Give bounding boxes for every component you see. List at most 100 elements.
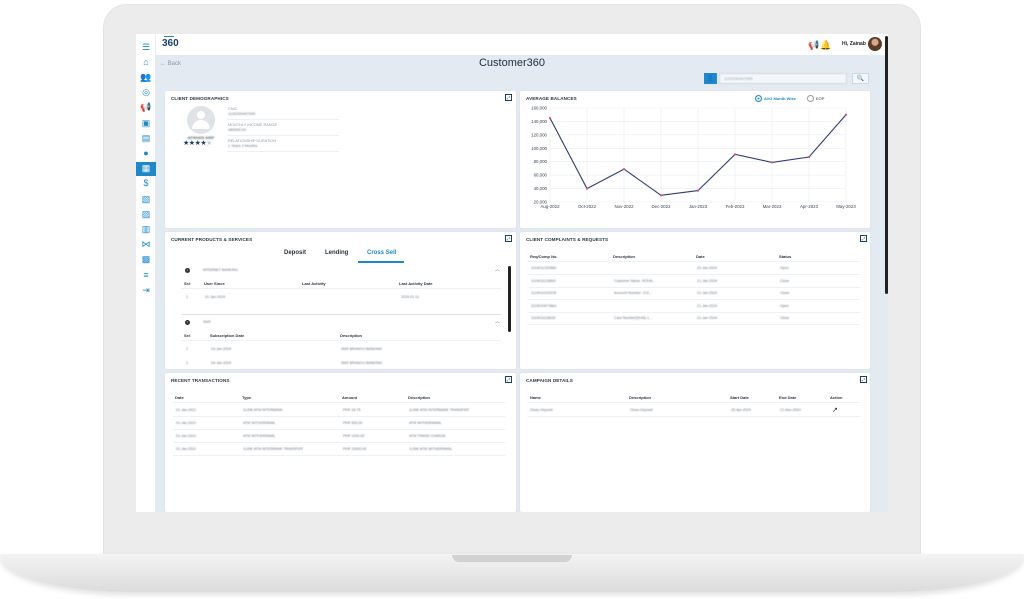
table-cell: 1119011322884	[531, 266, 557, 270]
data-point	[585, 187, 589, 190]
x-tick-label: Aug-2022	[540, 204, 560, 209]
tab-lending[interactable]: Lending	[325, 250, 349, 256]
file-icon[interactable]: ▧	[141, 193, 151, 204]
table-row-divider	[173, 416, 505, 417]
star-icon: ★	[188, 140, 195, 147]
user-greeting[interactable]: Hi, Zainab	[842, 41, 866, 47]
location-icon[interactable]: ●	[143, 147, 149, 158]
table-row-divider	[528, 274, 860, 275]
tab-cross-sell[interactable]: Cross Sell	[367, 250, 397, 256]
top-bar: 360 📢 🔔 Hi, Zainab	[156, 34, 888, 56]
column-header: Sr#	[184, 333, 191, 338]
table-cell: PKR 18.75	[343, 408, 361, 412]
star-icon: ★	[194, 140, 201, 147]
expand-icon[interactable]: ⤢	[860, 376, 867, 383]
notification-bell-icon[interactable]: 🔔	[820, 40, 832, 50]
divider	[173, 402, 505, 403]
table-cell: 1LINK ATM INTERBANK TRANSFER	[409, 408, 469, 412]
y-tick-label: 20,000	[534, 200, 548, 205]
customer-search-input[interactable]	[719, 73, 847, 84]
eop-label[interactable]: EOP	[816, 96, 825, 101]
table-cell: 1LINK ATM INTERBANK TRANSFER	[243, 447, 303, 451]
table-cell: 2024-01-11	[401, 295, 420, 299]
table-cell: Close	[780, 291, 790, 295]
collapse-icon[interactable]: ︿	[495, 267, 501, 273]
user-avatar[interactable]	[868, 37, 882, 51]
income-label: MONTHLY INCOME RANGE	[228, 123, 278, 127]
search-icon: 🔍	[856, 76, 865, 82]
cnic-value: 1120200497005	[228, 112, 256, 116]
data-point	[659, 194, 663, 197]
data-point	[807, 155, 811, 159]
column-header: Last Activity Date	[399, 281, 433, 286]
recent-transactions-card: RECENT TRANSACTIONS ⤢ Date Type Amount D…	[165, 373, 516, 512]
cnic-label: CNIC	[228, 107, 238, 111]
table-cell: 1	[186, 347, 188, 351]
products-scrollbar[interactable]	[508, 266, 511, 332]
duration-label: RELATIONSHIP DURATION	[228, 139, 277, 143]
folder-icon[interactable]: ▩	[141, 254, 151, 265]
home-icon[interactable]: ⌂	[143, 56, 149, 67]
reports-icon[interactable]: ▥	[141, 223, 151, 234]
table-cell: Oluso Deposit	[630, 408, 653, 412]
column-header: Date	[696, 254, 705, 259]
table-cell: Close	[780, 278, 790, 283]
table-cell: Oluso Deposit	[530, 408, 553, 412]
avg-month-wise-label[interactable]: AVG Month Wise	[764, 96, 796, 101]
x-tick-label: May-2023	[836, 204, 856, 209]
divider	[528, 402, 860, 403]
table-cell: Close	[780, 316, 790, 320]
duration-value: 1 Years 2 Months	[228, 144, 258, 148]
client-name: AFSHAN ARIF	[187, 135, 215, 140]
table-cell: 1119010973661	[531, 303, 557, 308]
globe-icon[interactable]: ◎	[142, 87, 150, 98]
table-cell: 20-Apr-2024	[731, 408, 751, 412]
expand-icon[interactable]: ⤢	[505, 376, 512, 383]
column-header: Start Date	[730, 395, 749, 400]
logout-icon[interactable]: ⇥	[142, 284, 150, 295]
dashboard-icon[interactable]: ☰	[141, 41, 151, 52]
collapse-icon[interactable]: ︿	[495, 319, 501, 325]
table-cell: 01-Jan-2021	[176, 434, 197, 438]
divider	[181, 288, 501, 289]
users-icon[interactable]: 👥	[140, 71, 152, 82]
column-header: Description	[408, 395, 431, 400]
search-button[interactable]: 🔍	[852, 73, 869, 84]
back-link[interactable]: ← Back	[160, 61, 182, 67]
tab-deposit[interactable]: Deposit	[284, 250, 307, 256]
avg-month-wise-radio[interactable]	[755, 95, 762, 102]
eop-radio[interactable]	[807, 95, 814, 102]
app-logo[interactable]: 360	[162, 38, 179, 49]
rating-stars: ★★★★★	[183, 140, 212, 147]
data-point	[733, 153, 737, 156]
announcements-icon[interactable]: 📢	[808, 40, 820, 50]
table-cell: 21-Jan-2024	[697, 291, 718, 295]
network-icon[interactable]: ⋈	[141, 239, 151, 250]
expand-icon[interactable]: ⤢	[860, 235, 867, 242]
money-icon[interactable]: $	[143, 178, 149, 189]
page-scrollbar[interactable]	[885, 36, 888, 294]
megaphone-icon[interactable]: 📢	[140, 102, 152, 113]
active-tab-indicator	[358, 261, 404, 263]
file-check-icon[interactable]: ▨	[141, 208, 151, 219]
expand-icon[interactable]: ⤢	[505, 235, 512, 242]
column-header: Status	[779, 254, 792, 259]
table-cell: 21-Jan-2024	[697, 278, 718, 283]
person-icon: 👤	[704, 73, 717, 84]
customer360-icon[interactable]: ▦	[136, 161, 156, 176]
expand-icon[interactable]: ⤢	[505, 94, 512, 101]
open-external-icon[interactable]: ↗	[832, 407, 838, 414]
divider	[227, 119, 339, 120]
column-header: Description	[613, 254, 636, 259]
info-icon: i	[185, 268, 190, 273]
average-balances-chart: 20,000 40,000 60,000 80,000 100,000 120,000 14…	[531, 106, 856, 210]
table-cell: 1119011116632	[531, 316, 556, 320]
queue-icon[interactable]: ≡	[143, 269, 149, 280]
table-cell: PKR 500.00	[343, 421, 363, 425]
user-card-icon[interactable]: ▣	[141, 117, 151, 128]
x-tick-label: Mar-2023	[763, 204, 782, 209]
table-row-divider	[528, 299, 860, 300]
table-cell: 21-Jan-2024	[697, 303, 718, 308]
table-cell: 1119011116893	[531, 278, 556, 283]
document-icon[interactable]: ▤	[141, 132, 151, 143]
